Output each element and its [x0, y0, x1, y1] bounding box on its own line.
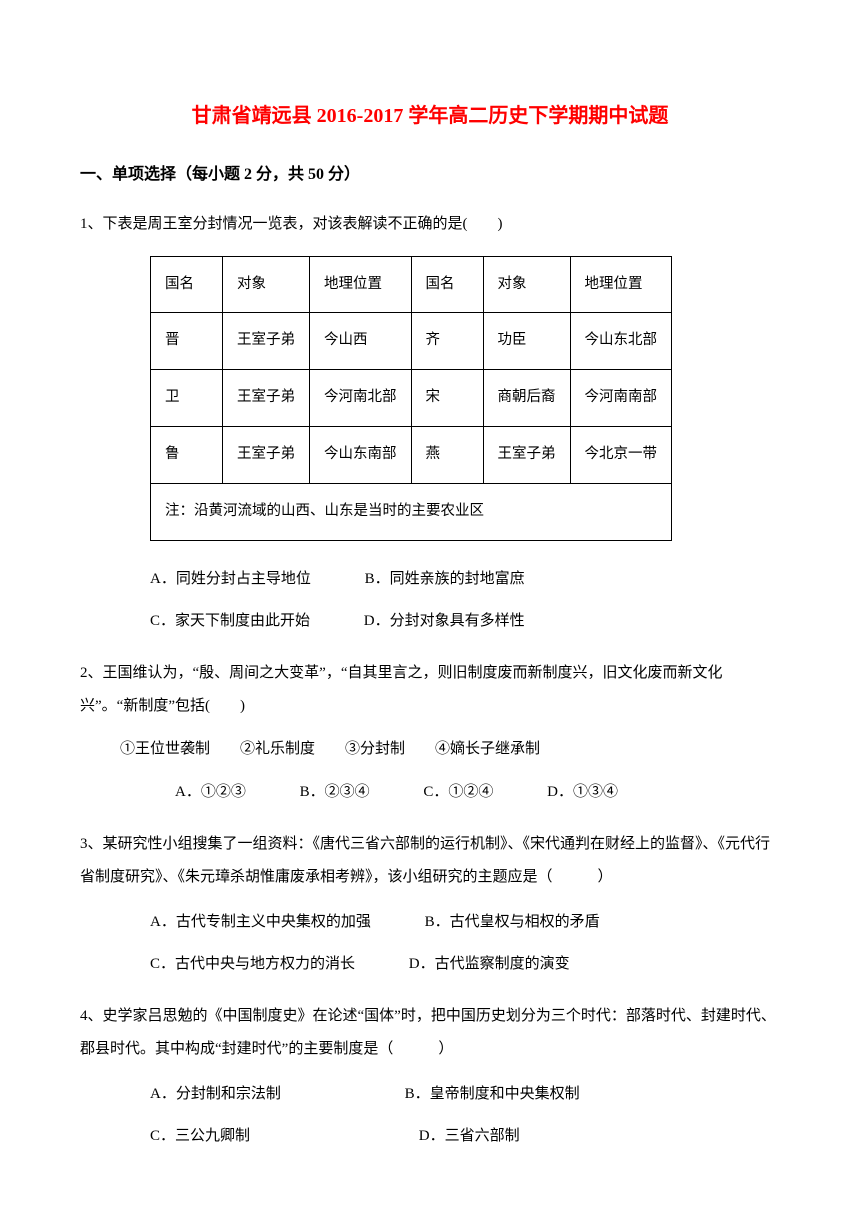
- table-row: 鲁 王室子弟 今山东南部 燕 王室子弟 今北京一带: [151, 427, 672, 484]
- option-b: B．同姓亲族的封地富庶: [365, 561, 525, 597]
- option-c: C．三公九卿制: [150, 1118, 250, 1154]
- option-b: B．古代皇权与相权的矛盾: [425, 904, 600, 940]
- option-b: B．②③④: [300, 774, 370, 810]
- table-note: 注：沿黄河流域的山西、山东是当时的主要农业区: [151, 484, 672, 541]
- table-cell: 今山东南部: [310, 427, 412, 484]
- option-a: A．分封制和宗法制: [150, 1076, 281, 1112]
- question-1-table: 国名 对象 地理位置 国名 对象 地理位置 晋 王室子弟 今山西 齐 功臣 今山…: [150, 256, 672, 541]
- table-cell: 卫: [151, 370, 223, 427]
- option-d: D．分封对象具有多样性: [364, 603, 525, 639]
- question-4-options: A．分封制和宗法制 B．皇帝制度和中央集权制 C．三公九卿制 D．三省六部制: [80, 1076, 780, 1154]
- table-cell: 晋: [151, 313, 223, 370]
- question-3-text: 3、某研究性小组搜集了一组资料：《唐代三省六部制的运行机制》、《宋代通判在财经上…: [80, 828, 780, 894]
- question-3: 3、某研究性小组搜集了一组资料：《唐代三省六部制的运行机制》、《宋代通判在财经上…: [80, 828, 780, 982]
- table-cell: 王室子弟: [223, 313, 310, 370]
- table-header: 对象: [483, 256, 570, 313]
- option-a: A．古代专制主义中央集权的加强: [150, 904, 371, 940]
- table-header: 国名: [151, 256, 223, 313]
- question-3-options: A．古代专制主义中央集权的加强 B．古代皇权与相权的矛盾 C．古代中央与地方权力…: [80, 904, 780, 982]
- table-header-row: 国名 对象 地理位置 国名 对象 地理位置: [151, 256, 672, 313]
- exam-title: 甘肃省靖远县 2016-2017 学年高二历史下学期期中试题: [80, 100, 780, 132]
- question-2: 2、王国维认为，“殷、周间之大变革”，“自其里言之，则旧制度废而新制度兴，旧文化…: [80, 657, 780, 810]
- question-2-text: 2、王国维认为，“殷、周间之大变革”，“自其里言之，则旧制度废而新制度兴，旧文化…: [80, 657, 780, 723]
- table-cell: 王室子弟: [483, 427, 570, 484]
- table-header: 对象: [223, 256, 310, 313]
- question-4: 4、史学家吕思勉的《中国制度史》在论述“国体”时，把中国历史划分为三个时代：部落…: [80, 1000, 780, 1154]
- table-cell: 王室子弟: [223, 427, 310, 484]
- option-a: A．①②③: [175, 774, 246, 810]
- table-cell: 今河南南部: [570, 370, 672, 427]
- option-c: C．①②④: [423, 774, 493, 810]
- table-row: 晋 王室子弟 今山西 齐 功臣 今山东北部: [151, 313, 672, 370]
- question-2-options: A．①②③ B．②③④ C．①②④ D．①③④: [80, 774, 780, 810]
- question-2-subitems: ①王位世袭制 ②礼乐制度 ③分封制 ④嫡长子继承制: [80, 733, 780, 766]
- table-cell: 燕: [411, 427, 483, 484]
- option-d: D．古代监察制度的演变: [409, 946, 570, 982]
- question-1: 1、下表是周王室分封情况一览表，对该表解读不正确的是( ) 国名 对象 地理位置…: [80, 208, 780, 639]
- table-cell: 今山西: [310, 313, 412, 370]
- table-header: 国名: [411, 256, 483, 313]
- table-cell: 齐: [411, 313, 483, 370]
- option-b: B．皇帝制度和中央集权制: [405, 1076, 580, 1112]
- question-1-options: A．同姓分封占主导地位 B．同姓亲族的封地富庶 C．家天下制度由此开始 D．分封…: [80, 561, 780, 639]
- table-cell: 今河南北部: [310, 370, 412, 427]
- option-d: D．三省六部制: [419, 1118, 520, 1154]
- table-header: 地理位置: [310, 256, 412, 313]
- table-row: 卫 王室子弟 今河南北部 宋 商朝后裔 今河南南部: [151, 370, 672, 427]
- option-c: C．古代中央与地方权力的消长: [150, 946, 355, 982]
- table-cell: 宋: [411, 370, 483, 427]
- option-d: D．①③④: [547, 774, 618, 810]
- table-header: 地理位置: [570, 256, 672, 313]
- table-cell: 鲁: [151, 427, 223, 484]
- option-a: A．同姓分封占主导地位: [150, 561, 311, 597]
- table-cell: 商朝后裔: [483, 370, 570, 427]
- table-cell: 功臣: [483, 313, 570, 370]
- table-cell: 今山东北部: [570, 313, 672, 370]
- question-1-text: 1、下表是周王室分封情况一览表，对该表解读不正确的是( ): [80, 208, 780, 241]
- question-4-text: 4、史学家吕思勉的《中国制度史》在论述“国体”时，把中国历史划分为三个时代：部落…: [80, 1000, 780, 1066]
- section-header: 一、单项选择（每小题 2 分，共 50 分）: [80, 162, 780, 188]
- table-cell: 王室子弟: [223, 370, 310, 427]
- table-cell: 今北京一带: [570, 427, 672, 484]
- option-c: C．家天下制度由此开始: [150, 603, 310, 639]
- table-note-row: 注：沿黄河流域的山西、山东是当时的主要农业区: [151, 484, 672, 541]
